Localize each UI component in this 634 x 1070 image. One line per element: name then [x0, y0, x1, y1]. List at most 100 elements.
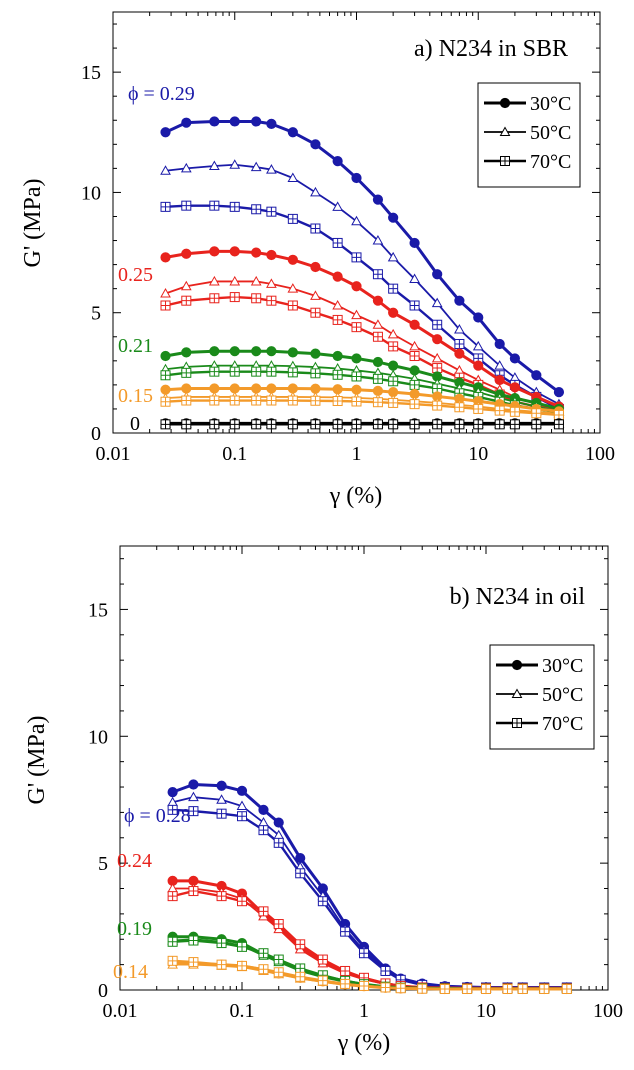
x-axis-label: γ (%)	[337, 1030, 391, 1056]
series-line	[172, 879, 567, 990]
data-point	[431, 352, 443, 363]
data-point	[454, 338, 465, 349]
data-point	[531, 419, 542, 430]
data-point	[351, 371, 362, 382]
data-point-cross	[258, 906, 268, 916]
data-point	[351, 252, 362, 263]
data-point	[351, 419, 362, 430]
data-point-cross	[188, 957, 198, 967]
data-point	[409, 419, 420, 430]
data-point	[351, 353, 362, 364]
legend-entry: 30°C	[496, 655, 583, 677]
data-point-cross	[274, 967, 284, 977]
data-point-cross	[373, 397, 383, 407]
data-point	[351, 309, 362, 320]
data-point-cross	[161, 202, 171, 212]
data-point-cross	[380, 982, 390, 992]
data-point	[332, 419, 343, 430]
data-point	[351, 281, 362, 292]
x-tick-label: 0.01	[103, 1000, 138, 1022]
y-ticks	[120, 558, 608, 991]
data-point-cross	[531, 408, 541, 418]
data-point	[409, 237, 420, 249]
data-point-cross	[168, 937, 178, 947]
data-point-cross	[462, 984, 472, 994]
data-point	[417, 983, 428, 994]
data-point	[340, 926, 351, 937]
data-point-cross	[373, 419, 383, 429]
data-point-cross	[295, 963, 305, 973]
data-point	[295, 971, 306, 982]
data-point	[251, 395, 262, 406]
data-point	[432, 269, 443, 280]
x-tick-label: 0.01	[96, 443, 131, 465]
data-point	[181, 419, 192, 430]
phi-label: 0.14	[113, 961, 148, 983]
data-point	[167, 955, 178, 966]
data-point	[310, 395, 321, 406]
data-point	[287, 283, 299, 293]
legend-entry: 70°C	[484, 151, 571, 173]
data-point	[209, 116, 220, 127]
series-group	[167, 779, 573, 995]
data-point	[216, 780, 227, 791]
data-point	[388, 419, 399, 430]
data-point	[236, 800, 248, 811]
data-point	[509, 406, 520, 417]
data-point-cross	[237, 896, 247, 906]
data-point-cross	[161, 370, 171, 380]
data-point	[229, 275, 241, 286]
data-point	[340, 965, 351, 976]
series-line	[172, 887, 567, 990]
data-point	[553, 419, 564, 430]
data-point-cross	[209, 201, 219, 211]
data-point	[251, 204, 262, 215]
data-point-cross	[388, 341, 398, 351]
data-point	[531, 408, 542, 419]
data-point	[180, 162, 192, 173]
data-point	[512, 718, 522, 728]
data-point	[216, 891, 227, 902]
data-point	[266, 295, 277, 306]
data-point	[351, 396, 362, 407]
data-point	[229, 346, 240, 357]
data-point	[229, 419, 240, 430]
data-point	[167, 787, 178, 798]
legend-label: 50°C	[542, 684, 583, 706]
data-point	[266, 366, 277, 377]
data-point	[372, 235, 384, 245]
data-point	[372, 419, 383, 430]
data-point	[266, 278, 277, 288]
data-point	[258, 948, 269, 959]
data-point	[266, 164, 277, 174]
data-point-cross	[410, 300, 420, 310]
data-point	[473, 419, 484, 430]
data-point	[287, 395, 298, 406]
data-point	[258, 906, 269, 917]
data-point-cross	[251, 419, 261, 429]
legend-entry: 30°C	[484, 93, 571, 115]
data-point	[494, 338, 505, 350]
data-point	[454, 419, 465, 430]
data-point	[502, 983, 513, 994]
data-point-cross	[288, 396, 298, 406]
data-point-cross	[454, 339, 464, 349]
data-point-cross	[230, 419, 240, 429]
y-axis-label: G' (MPa)	[24, 716, 50, 805]
data-point	[251, 366, 262, 377]
data-point	[409, 351, 420, 362]
data-point	[372, 373, 383, 384]
data-point-cross	[288, 419, 298, 429]
data-point	[229, 366, 240, 377]
data-point	[509, 419, 520, 430]
data-point	[332, 271, 343, 282]
data-point-cross	[510, 419, 520, 429]
data-point	[287, 300, 298, 311]
data-point	[499, 126, 511, 136]
data-point-cross	[161, 300, 171, 310]
data-point-cross	[410, 399, 420, 409]
data-point-cross	[161, 397, 171, 407]
data-point	[287, 367, 298, 378]
legend-entry: 50°C	[496, 684, 583, 706]
data-point	[209, 246, 220, 257]
